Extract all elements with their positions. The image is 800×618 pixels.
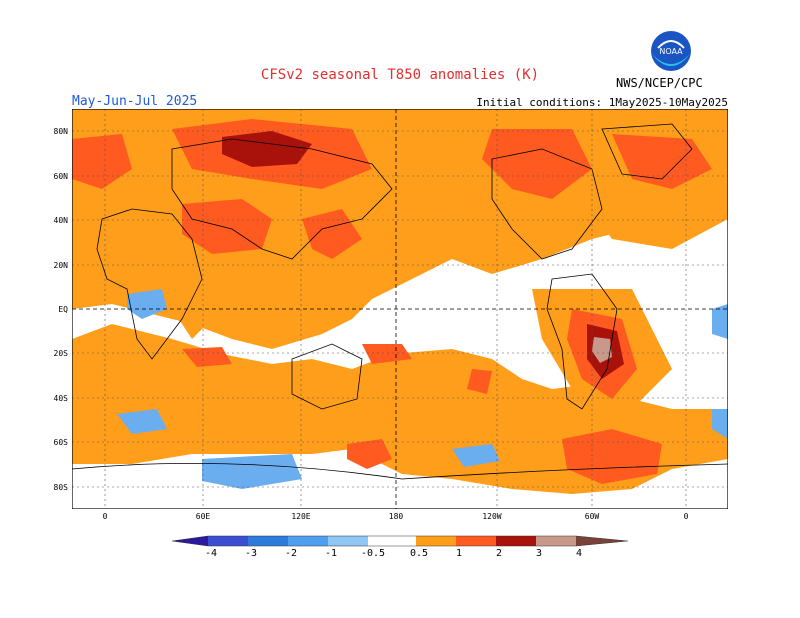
chart-title: CFSv2 seasonal T850 anomalies (K) bbox=[260, 67, 540, 83]
lat-label: 20N bbox=[53, 261, 68, 270]
noaa-logo-icon: NOAA bbox=[651, 31, 691, 71]
colorbar-label: 0.5 bbox=[409, 548, 429, 559]
anomaly-map bbox=[72, 109, 728, 509]
anomaly-blue-regions bbox=[117, 289, 728, 489]
lat-label: 40S bbox=[53, 394, 68, 403]
anomaly-brown-regions bbox=[592, 337, 612, 363]
colorbar-segment bbox=[288, 536, 328, 546]
colorbar-label: -2 bbox=[284, 548, 298, 559]
lon-label: 120W bbox=[482, 512, 502, 521]
colorbar-segment bbox=[328, 536, 368, 546]
colorbar-label: 1 bbox=[455, 548, 463, 559]
lat-label: 80N bbox=[53, 127, 68, 136]
lon-label: 120E bbox=[291, 512, 311, 521]
svg-text:NOAA: NOAA bbox=[659, 47, 683, 56]
colorbar-segment bbox=[536, 536, 576, 546]
colorbar-label: -1 bbox=[324, 548, 338, 559]
coastlines bbox=[72, 123, 728, 480]
colorbar-label: -0.5 bbox=[360, 548, 386, 559]
lat-label: 20S bbox=[53, 349, 68, 358]
colorbar-label: -3 bbox=[244, 548, 258, 559]
lon-label: 0 bbox=[683, 512, 689, 521]
main-axes bbox=[72, 109, 728, 509]
organization-label: NWS/NCEP/CPC bbox=[616, 76, 703, 90]
anomaly-red-regions bbox=[72, 119, 712, 484]
colorbar-label: 4 bbox=[575, 548, 583, 559]
lat-label: 60N bbox=[53, 172, 68, 181]
lat-label: 60S bbox=[53, 438, 68, 447]
colorbar bbox=[172, 535, 628, 547]
colorbar-segment bbox=[248, 536, 288, 546]
colorbar-segment bbox=[368, 536, 416, 546]
lat-label: EQ bbox=[58, 305, 68, 314]
colorbar-label: 2 bbox=[495, 548, 503, 559]
lon-label: 180 bbox=[388, 512, 404, 521]
lat-label: 40N bbox=[53, 216, 68, 225]
lat-label: 80S bbox=[53, 483, 68, 492]
lon-label: 60E bbox=[195, 512, 211, 521]
colorbar-segment bbox=[456, 536, 496, 546]
lon-label: 60W bbox=[584, 512, 600, 521]
colorbar-segment bbox=[416, 536, 456, 546]
colorbar-segment bbox=[496, 536, 536, 546]
colorbar-segment bbox=[172, 536, 208, 546]
colorbar-segment bbox=[208, 536, 248, 546]
colorbar-label: 3 bbox=[535, 548, 543, 559]
colorbar-label: -4 bbox=[204, 548, 218, 559]
forecast-period: May-Jun-Jul 2025 bbox=[72, 94, 198, 109]
initial-conditions: Initial conditions: 1May2025-10May2025 bbox=[476, 96, 728, 109]
lon-label: 0 bbox=[102, 512, 108, 521]
colorbar-segment bbox=[576, 536, 628, 546]
grid-lines bbox=[72, 109, 728, 509]
